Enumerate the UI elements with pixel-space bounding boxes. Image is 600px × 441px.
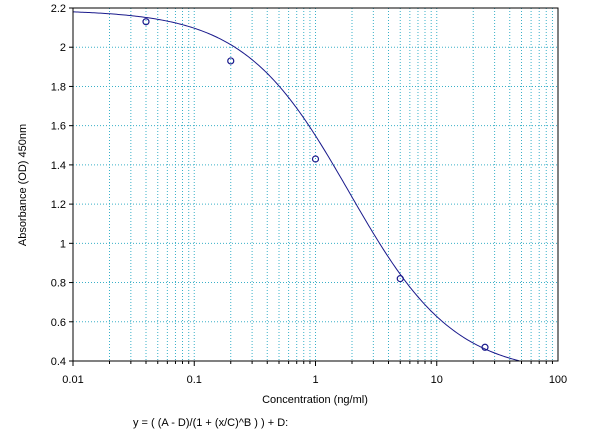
- y-tick-labels: 0.4 0.6 0.8 1 1.2 1.4 1.6 1.8 2 2.2: [51, 3, 66, 368]
- y-tick-label: 1.2: [51, 199, 66, 211]
- data-point: [396, 275, 404, 283]
- grid: [73, 8, 558, 361]
- y-tick-label: 2.2: [51, 3, 66, 15]
- y-tick-label: 0.8: [51, 278, 66, 290]
- x-tick-labels: 0.01 0.1 1 10 100: [62, 374, 567, 386]
- data-point: [227, 57, 235, 65]
- x-tick-label: 0.01: [62, 374, 83, 386]
- formula-text: y = ( (A - D)/(1 + (x/C)^B ) ) + D:: [133, 417, 289, 429]
- data-point: [142, 18, 150, 26]
- x-tick-label: 0.1: [187, 374, 202, 386]
- x-tick-label: 100: [549, 374, 567, 386]
- y-tick-label: 1.6: [51, 121, 66, 133]
- fit-curve: [72, 11, 520, 362]
- data-point: [481, 343, 489, 351]
- data-points: [142, 18, 489, 351]
- fit-curve-layer: [72, 11, 520, 362]
- y-axis-title: Absorbance (OD) 450nm: [17, 124, 29, 246]
- y-tick-label: 0.6: [51, 317, 66, 329]
- x-tick-label: 1: [312, 374, 318, 386]
- x-tick-label: 10: [431, 374, 443, 386]
- axes: [69, 7, 559, 366]
- x-axis-title: Concentration (ng/ml): [262, 394, 368, 406]
- y-tick-label: 0.4: [51, 356, 66, 368]
- y-tick-label: 2: [60, 42, 66, 54]
- y-tick-label: 1: [60, 238, 66, 250]
- data-point: [311, 155, 320, 163]
- y-tick-label: 1.4: [51, 160, 66, 172]
- y-tick-label: 1.8: [51, 81, 66, 93]
